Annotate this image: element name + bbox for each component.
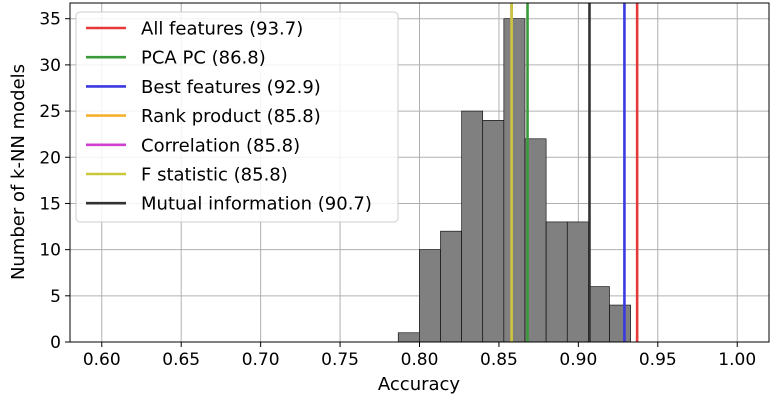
y-tick-label: 0 <box>50 333 61 353</box>
x-tick-label: 1.00 <box>718 350 756 370</box>
x-axis-label: Accuracy <box>378 374 461 395</box>
x-tick-label: 0.95 <box>639 350 677 370</box>
x-tick-label: 0.85 <box>480 350 518 370</box>
histogram-bar <box>545 221 568 343</box>
x-tick-label: 0.70 <box>242 350 280 370</box>
histogram-bar <box>397 332 420 343</box>
x-tick-label: 0.75 <box>321 350 359 370</box>
legend-label: F statistic (85.8) <box>141 165 288 186</box>
y-tick-label: 25 <box>39 102 61 122</box>
y-axis-ticks: 0 5 10 15 20 25 30 35 <box>39 10 70 353</box>
legend-label: Correlation (85.8) <box>141 135 300 156</box>
histogram-bar <box>440 230 462 343</box>
x-tick-label: 0.90 <box>559 350 597 370</box>
histogram-bar <box>588 286 610 343</box>
y-tick-label: 35 <box>39 10 61 30</box>
legend-label: Mutual information (90.7) <box>141 194 372 215</box>
y-tick-label: 5 <box>50 287 61 307</box>
y-tick-label: 15 <box>39 194 61 214</box>
histogram-bar <box>503 18 526 343</box>
histogram-bar <box>461 110 484 343</box>
legend-box <box>75 11 399 223</box>
x-tick-label: 0.65 <box>162 350 200 370</box>
histogram-bars <box>397 18 631 343</box>
histogram-bar <box>566 221 589 343</box>
histogram-bar <box>482 120 505 343</box>
y-axis-label: Number of k-NN models <box>8 64 29 280</box>
x-tick-label: 0.60 <box>83 350 121 370</box>
legend-label: All features (93.7) <box>141 19 303 40</box>
legend: All features (93.7) PCA PC (86.8) Best fea… <box>75 11 399 223</box>
legend-label: PCA PC (86.8) <box>141 48 266 69</box>
histogram-bar <box>419 249 441 343</box>
reference-lines <box>510 3 639 342</box>
y-tick-label: 10 <box>39 241 61 261</box>
y-tick-label: 20 <box>39 148 61 168</box>
x-axis-ticks: 0.60 0.65 0.70 0.75 0.80 0.85 0.90 0.95 1.00 <box>83 342 756 370</box>
legend-label: Rank product (85.8) <box>141 106 321 127</box>
legend-label: Best features (92.9) <box>141 77 321 98</box>
histogram-bar <box>609 304 631 343</box>
x-tick-label: 0.80 <box>401 350 439 370</box>
y-tick-label: 30 <box>39 56 61 76</box>
